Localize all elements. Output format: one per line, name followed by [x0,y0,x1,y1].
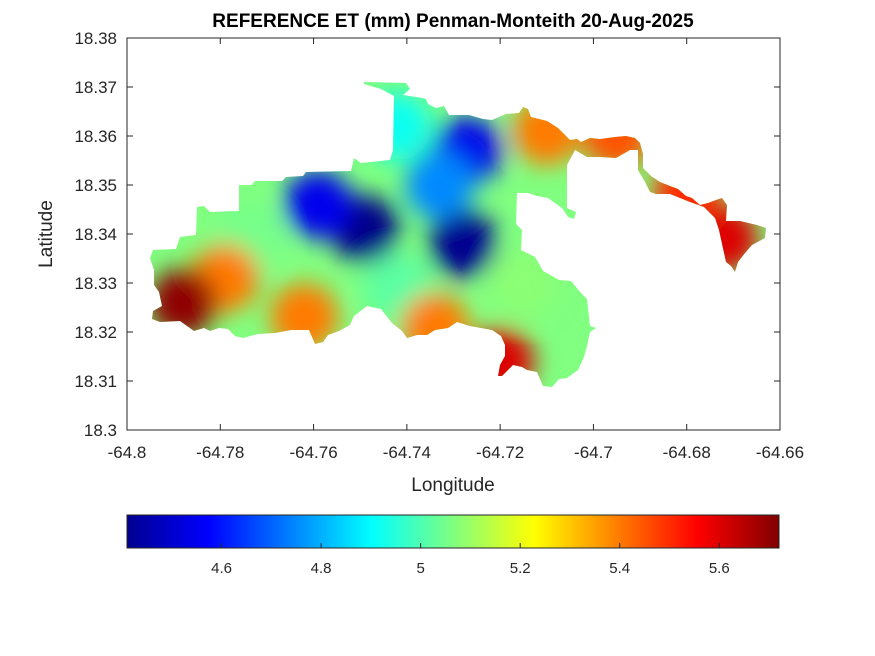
x-tick-label: -64.8 [108,443,147,462]
colorbar-tick-label: 5.6 [709,560,730,577]
x-tick-label: -64.72 [476,443,524,462]
colorbar [126,514,780,549]
colorbar-tick-label: 5.4 [609,560,630,577]
y-axis-title: Latitude [36,200,57,268]
y-tick-label: 18.32 [74,323,117,342]
field-region-3 [284,170,353,239]
x-tick-label: -64.66 [756,443,804,462]
colorbar-tick-label: 4.6 [211,560,232,577]
y-tick-label: 18.38 [74,29,117,48]
y-tick-label: 18.3 [84,421,117,440]
colorbar-tick-label: 5.2 [510,560,531,577]
y-tick-label: 18.37 [74,78,117,97]
field-region-14 [150,268,217,337]
x-axis-title: Longitude [411,475,494,496]
x-tick-label: -64.74 [383,443,431,462]
chart-title: REFERENCE ET (mm) Penman-Monteith 20-Aug… [212,11,694,32]
y-tick-label: 18.34 [74,225,117,244]
x-axis: -64.8 -64.78 -64.76 -64.74 -64.72 -64.7 -64.68… [108,38,804,462]
field-region-1 [428,209,497,278]
x-tick-label: -64.7 [574,443,613,462]
x-tick-label: -64.76 [289,443,337,462]
y-tick-label: 18.31 [74,372,117,391]
y-tick-label: 18.36 [74,127,117,146]
x-tick-label: -64.68 [663,443,711,462]
colorbar-tick-label: 5 [416,560,424,577]
y-tick-label: 18.33 [74,274,117,293]
y-axis: 18.3 18.31 18.32 18.33 18.34 18.35 18.36 18.37 1… [74,29,780,440]
x-tick-label: -64.78 [196,443,244,462]
colorbar-tick-label: 4.8 [311,560,332,577]
colorbar-ticks: 4.6 4.8 5 5.2 5.4 5.6 [211,543,730,577]
field-region-4 [405,151,474,219]
y-tick-label: 18.35 [74,176,117,195]
